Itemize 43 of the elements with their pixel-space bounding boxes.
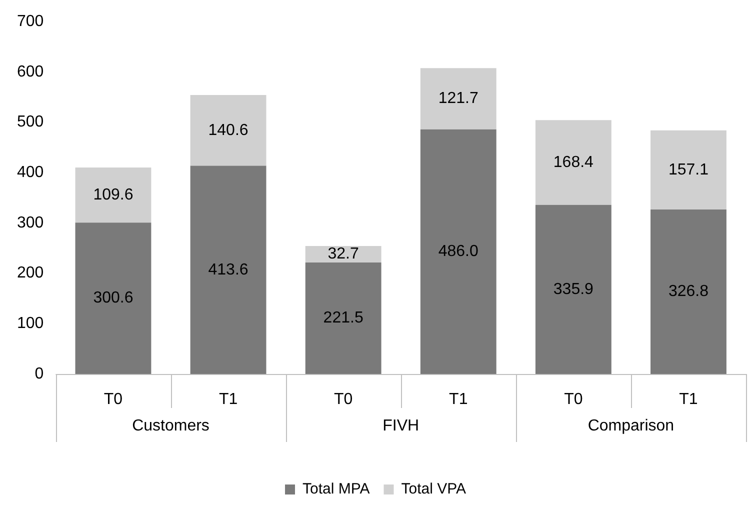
data-label: 413.6: [208, 261, 248, 278]
text: Customers: [132, 417, 210, 434]
x-tick-label: T1: [218, 391, 238, 408]
y-tick-label: 0: [34, 365, 44, 382]
data-label: 168.4: [553, 154, 594, 171]
y-tick-label: 300: [16, 214, 44, 232]
bar: [650, 209, 726, 374]
x-tick-label: T0: [334, 391, 353, 408]
y-tick-label: 500: [16, 114, 44, 131]
data-label: 335.9: [553, 280, 594, 298]
data-label: 32.7: [328, 246, 359, 263]
data-label: 109.6: [93, 186, 134, 204]
data-label: 140.6: [208, 122, 248, 139]
y-tick-label: 400: [16, 164, 44, 182]
text: Comparison: [588, 417, 674, 434]
legend-label: Total VPA: [401, 480, 466, 498]
bar: [535, 204, 612, 374]
bar: [535, 120, 612, 205]
bar: [650, 130, 726, 210]
bar: [420, 129, 496, 374]
bar: [305, 246, 382, 262]
data-label: 486.0: [438, 243, 478, 260]
y-tick-label: 600: [16, 63, 44, 80]
bar: [75, 222, 152, 374]
bar: [75, 167, 152, 223]
data-label: 221.5: [323, 310, 364, 327]
y-tick-label: 200: [16, 264, 44, 282]
legend-label: Total MPA: [302, 480, 370, 498]
bar: [420, 68, 496, 130]
data-label: 300.6: [93, 290, 134, 307]
x-tick-label: T1: [679, 391, 698, 408]
bar: [190, 95, 266, 166]
data-label: 121.7: [438, 90, 478, 108]
text: FIVH: [382, 417, 420, 434]
x-tick-label: T1: [449, 391, 468, 408]
data-label: 326.8: [668, 283, 709, 300]
x-tick-label: T0: [104, 391, 123, 408]
y-tick-label: 700: [16, 13, 44, 30]
bar: [305, 262, 382, 374]
x-tick-label: T0: [564, 391, 583, 408]
data-label: 157.1: [668, 161, 709, 178]
y-tick-label: 100: [16, 315, 44, 332]
bar: [190, 166, 266, 374]
